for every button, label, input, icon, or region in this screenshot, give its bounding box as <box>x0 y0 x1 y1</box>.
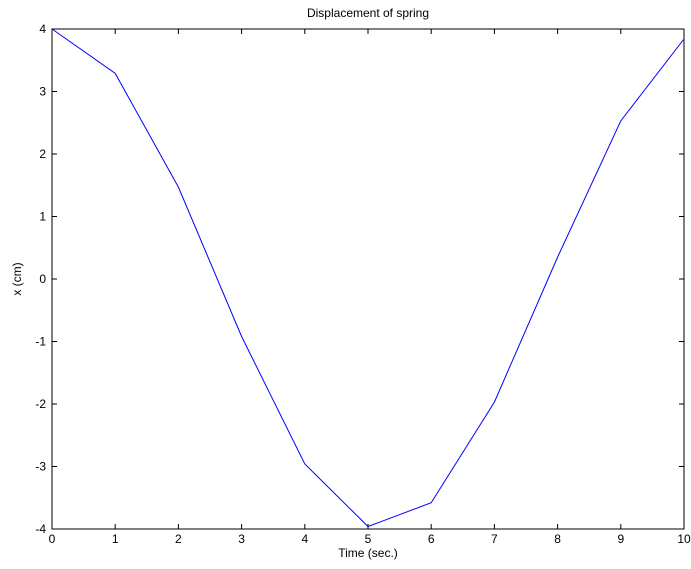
y-tick-label: 4 <box>39 22 46 36</box>
y-tick-label: -1 <box>35 335 46 349</box>
x-tick-label: 0 <box>49 532 56 546</box>
x-tick-label: 6 <box>428 532 435 546</box>
chart-title: Displacement of spring <box>307 6 429 20</box>
y-axis-label: x (cm) <box>10 262 24 295</box>
y-tick-label: -3 <box>35 460 46 474</box>
x-tick-label: 10 <box>677 532 691 546</box>
x-tick-label: 7 <box>491 532 498 546</box>
x-tick-label: 5 <box>365 532 372 546</box>
x-tick-label: 1 <box>112 532 119 546</box>
y-tick-label: -2 <box>35 397 46 411</box>
y-tick-label: -4 <box>35 522 46 536</box>
plot-area-frame <box>51 28 685 530</box>
y-tick-label: 0 <box>39 272 46 286</box>
x-axis-ticks: 0 1 2 3 4 5 6 7 8 9 10 <box>49 29 691 546</box>
x-tick-label: 4 <box>301 532 308 546</box>
y-axis-ticks: -4 -3 -2 -1 0 1 2 3 4 <box>35 22 684 536</box>
x-tick-label: 9 <box>617 532 624 546</box>
y-tick-label: 1 <box>39 210 46 224</box>
x-tick-label: 8 <box>554 532 561 546</box>
x-tick-label: 2 <box>175 532 182 546</box>
x-tick-label: 3 <box>238 532 245 546</box>
y-tick-label: 2 <box>39 147 46 161</box>
x-axis-label: Time (sec.) <box>338 546 398 560</box>
y-tick-label: 3 <box>39 85 46 99</box>
series-layer <box>51 28 685 528</box>
